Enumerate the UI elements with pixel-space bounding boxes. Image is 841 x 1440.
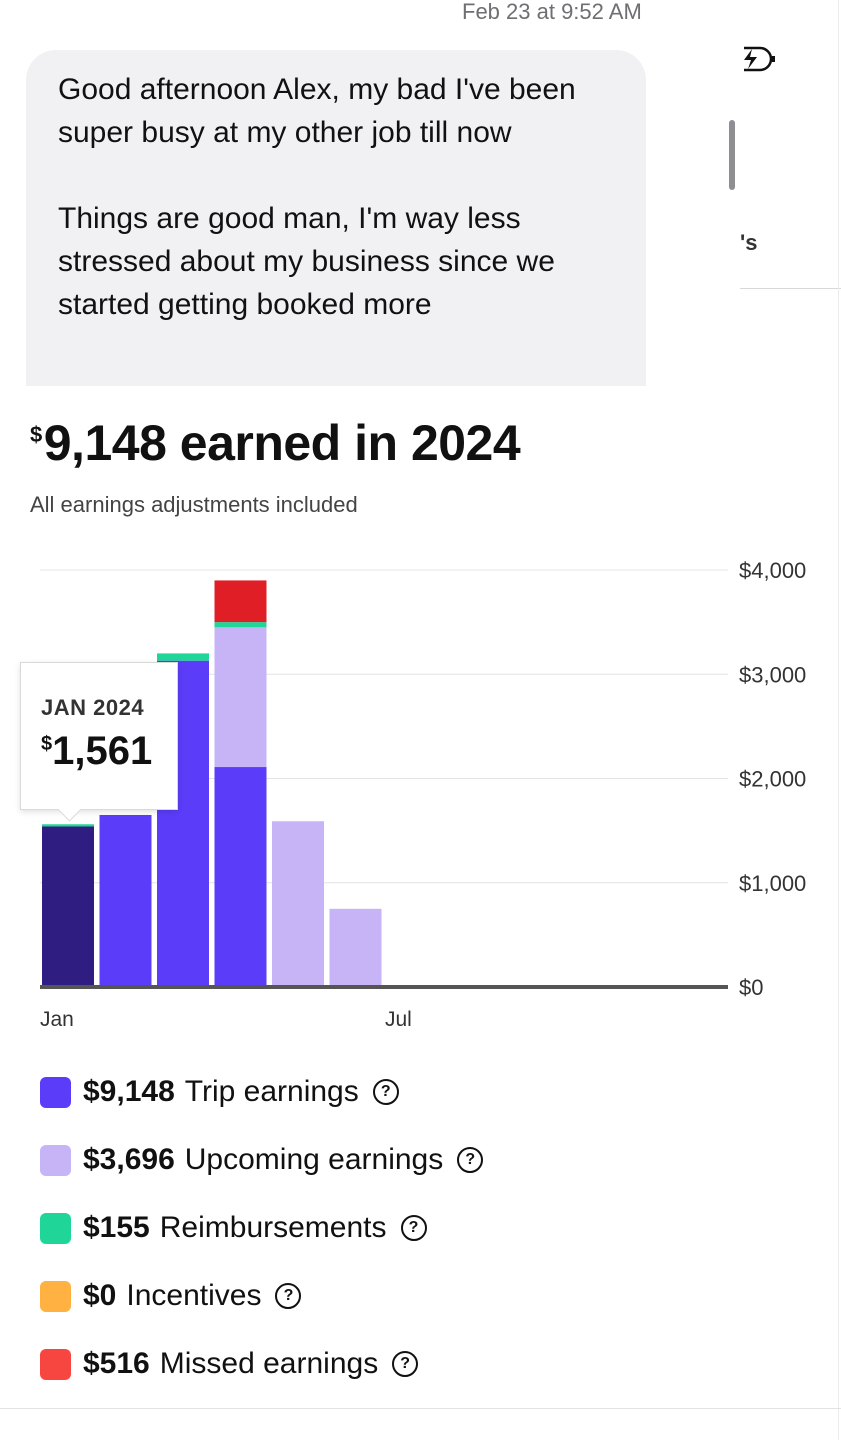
scrollbar[interactable] — [729, 120, 735, 190]
bar-segment[interactable] — [214, 622, 267, 628]
help-icon[interactable]: ? — [400, 1215, 427, 1241]
legend-amount: $0 — [83, 1279, 117, 1312]
legend-swatch — [40, 1144, 71, 1176]
y-tick-label: $0 — [739, 975, 763, 1000]
x-tick-label: Jan — [40, 1008, 74, 1031]
bar-segment[interactable] — [272, 821, 324, 987]
legend-label: Trip earnings — [184, 1075, 359, 1108]
help-icon[interactable]: ? — [457, 1147, 484, 1173]
x-tick-label: Jul — [385, 1008, 412, 1031]
tooltip-currency: $ — [41, 733, 53, 755]
legend-swatch — [40, 1076, 71, 1108]
earnings-subtitle: All earnings adjustments included — [30, 492, 358, 517]
legend-amount: $3,696 — [83, 1143, 175, 1176]
legend-swatch — [40, 1280, 71, 1312]
legend-amount: $155 — [83, 1211, 150, 1244]
bar-segment[interactable] — [214, 767, 267, 987]
legend-item-incentives[interactable]: $0 Incentives ? — [40, 1262, 483, 1330]
earnings-headline: $9,148 earned in 2024 — [30, 414, 521, 472]
headline-text: 9,148 earned in 2024 — [43, 415, 521, 471]
legend-label: Missed earnings — [159, 1347, 379, 1380]
legend-swatch — [40, 1212, 71, 1244]
legend-label: Reimbursements — [159, 1211, 387, 1244]
chart-legend: $9,148 Trip earnings ? $3,696 Upcoming e… — [40, 1058, 484, 1398]
bar-segment[interactable] — [157, 653, 209, 661]
bar-segment[interactable] — [329, 908, 382, 987]
chart-tooltip: JAN 2024 $1,561 — [20, 662, 178, 822]
battery-bolt-icon — [740, 44, 776, 79]
legend-amount: $516 — [83, 1347, 150, 1380]
message-timestamp: Feb 23 at 9:52 AM — [462, 0, 642, 24]
legend-item-reimbursements[interactable]: $155 Reimbursements ? — [40, 1194, 483, 1262]
tooltip-amount: 1,561 — [52, 729, 153, 773]
tooltip-label: JAN 2024 — [41, 695, 145, 720]
tooltip-value: $1,561 — [41, 729, 177, 774]
earnings-chart[interactable]: $0 $1,000 $2,000 $3,000 $4,000 Jan Jul — [0, 540, 841, 1040]
bar-segment[interactable] — [42, 826, 94, 987]
help-icon[interactable]: ? — [372, 1079, 399, 1105]
legend-item-missed-earnings[interactable]: $516 Missed earnings ? — [40, 1330, 483, 1398]
help-icon[interactable]: ? — [275, 1283, 302, 1309]
obscured-text-fragment: 's — [740, 230, 758, 255]
legend-label: Incentives — [126, 1279, 262, 1312]
bar-segment[interactable] — [214, 627, 267, 768]
legend-item-trip-earnings[interactable]: $9,148 Trip earnings ? — [40, 1058, 483, 1126]
y-tick-label: $1,000 — [739, 871, 806, 896]
bar-segment[interactable] — [214, 580, 267, 623]
bottom-divider — [0, 1408, 841, 1409]
bar-segment[interactable] — [99, 814, 152, 987]
divider — [740, 288, 841, 289]
legend-amount: $9,148 — [83, 1075, 175, 1108]
y-tick-label: $2,000 — [739, 767, 806, 792]
legend-item-upcoming-earnings[interactable]: $3,696 Upcoming earnings ? — [40, 1126, 484, 1194]
legend-label: Upcoming earnings — [184, 1143, 444, 1176]
currency-symbol: $ — [30, 422, 42, 447]
y-tick-label: $4,000 — [739, 558, 806, 583]
panel-edge — [838, 0, 839, 1440]
help-icon[interactable]: ? — [392, 1351, 419, 1377]
message-bubble[interactable]: Good afternoon Alex, my bad I've been su… — [26, 50, 646, 386]
y-tick-label: $3,000 — [739, 662, 806, 687]
bar-segment[interactable] — [42, 824, 94, 827]
legend-swatch — [40, 1348, 71, 1380]
